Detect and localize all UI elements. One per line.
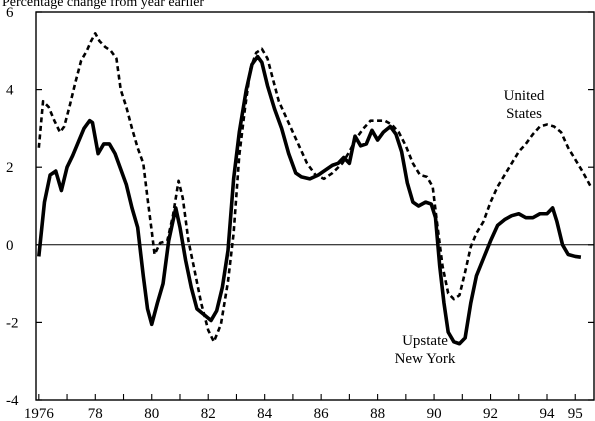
y-tick-label: -2: [6, 315, 19, 331]
x-tick-label: 90: [427, 406, 442, 421]
annotation-ny-line-1: New York: [395, 351, 456, 367]
y-tick-label: 2: [6, 160, 14, 176]
x-tick-label: 80: [144, 406, 159, 421]
x-tick-label: 95: [568, 406, 583, 421]
series-group: [37, 32, 592, 346]
y-tick-label: 6: [6, 5, 14, 21]
series-line-us: [37, 32, 592, 344]
annotation-group: United States Upstate New York: [395, 88, 545, 367]
y-tick-label: 0: [6, 238, 14, 254]
x-tick-label: 82: [201, 406, 216, 421]
x-tick-label: 1976: [24, 406, 55, 421]
x-tick-label: 94: [540, 406, 556, 421]
annotation-us-line-0: United: [504, 88, 545, 104]
x-tick-label: 92: [483, 406, 498, 421]
x-tick-label: 78: [88, 406, 103, 421]
annotation-ny-line-0: Upstate: [402, 333, 448, 349]
x-tick-label: 86: [314, 406, 330, 421]
x-tick-label: 88: [370, 406, 385, 421]
plot-area-border: [35, 11, 595, 401]
chart-subtitle: Percentage change from year earlier: [2, 0, 204, 10]
x-tick-label: 84: [257, 406, 273, 421]
annotation-us-line-1: States: [506, 106, 542, 122]
y-tick-label: 4: [6, 83, 14, 99]
series-line-ny: [37, 54, 582, 346]
plot-frame: -4 -2 0 2 4 6 1976 78 80 82 84 86 88 90 92 94 95: [6, 5, 595, 421]
y-tick-label: -4: [6, 393, 19, 409]
